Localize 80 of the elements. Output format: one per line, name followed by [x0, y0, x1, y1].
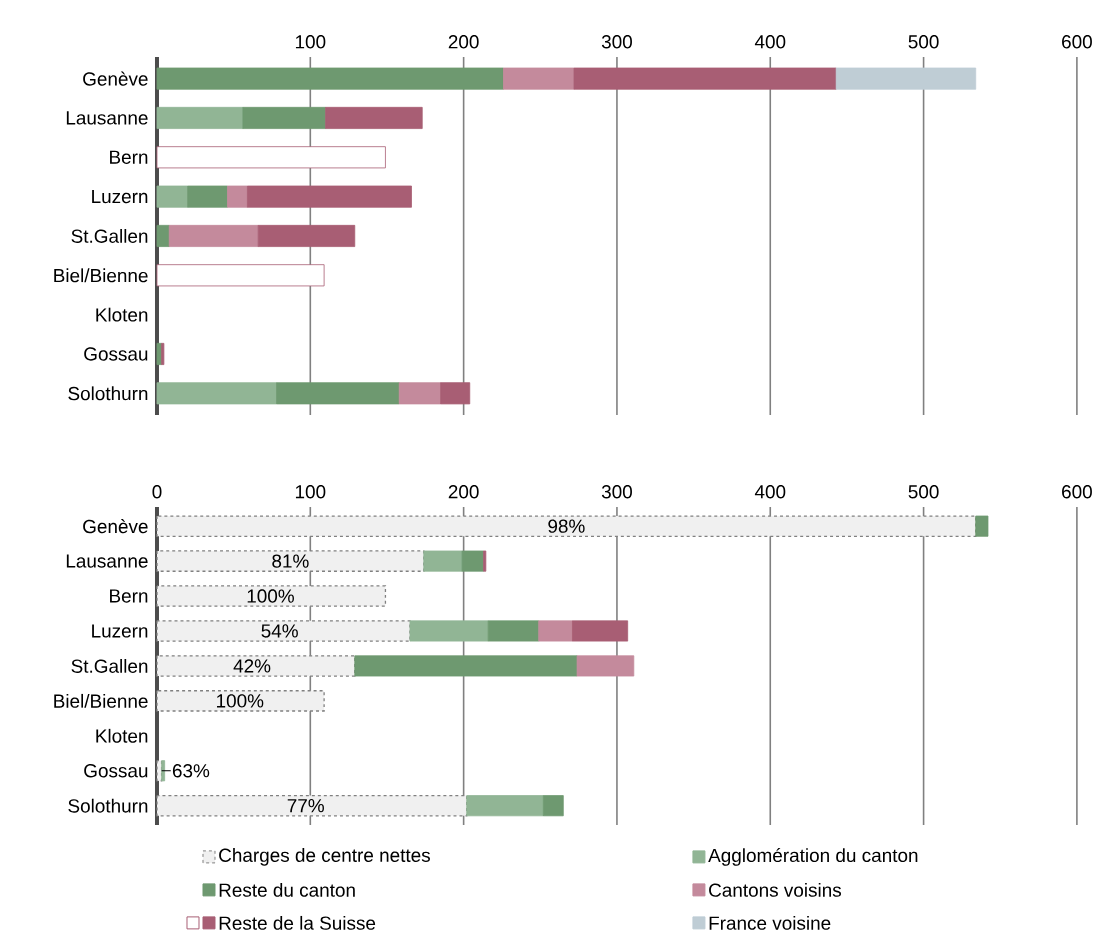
x-tick-label: 600 — [1062, 35, 1092, 49]
x-tick-label: 400 — [754, 485, 786, 499]
bar — [440, 382, 471, 405]
y-tick-label: Kloten — [96, 728, 148, 743]
y-tick-label: Lausanne — [66, 111, 148, 125]
bar — [423, 550, 463, 572]
x-tick-label: 300 — [601, 485, 632, 499]
bar — [161, 343, 165, 366]
annotation: 100% — [247, 589, 294, 603]
bar — [466, 795, 544, 817]
bar — [503, 67, 575, 90]
bar — [242, 106, 327, 130]
annotation: 63% — [172, 764, 210, 778]
annotation: 81% — [272, 554, 309, 568]
annotation: 100% — [217, 694, 264, 708]
x-tick-label: 300 — [601, 35, 632, 49]
y-tick-label: Gossau — [84, 347, 148, 361]
y-tick-label: St.Gallen — [71, 659, 148, 673]
x-tick-label: 100 — [295, 35, 326, 49]
bar — [276, 382, 400, 405]
y-tick-label: Solothurn — [68, 798, 148, 813]
y-tick-label: St.Gallen — [71, 229, 148, 243]
y-tick-label: Luzern — [92, 624, 148, 638]
annotation: 54% — [261, 624, 298, 638]
y-tick-label: Biel/Bienne — [54, 693, 148, 708]
bar — [975, 515, 989, 537]
legend-label: Reste de la Suisse — [219, 915, 376, 930]
bar — [835, 67, 977, 90]
bar — [247, 185, 412, 208]
bar — [168, 224, 259, 248]
bar — [409, 620, 489, 642]
y-tick-label: Lausanne — [66, 554, 148, 568]
bar — [483, 550, 487, 572]
bar — [461, 550, 484, 572]
x-tick-label: 500 — [908, 35, 939, 49]
bar — [542, 795, 564, 817]
y-tick-label: Bern — [110, 589, 148, 603]
x-tick-label: 500 — [908, 485, 939, 499]
bar — [227, 185, 248, 208]
bar — [156, 343, 162, 366]
bar — [354, 655, 578, 677]
x-tick-label: 600 — [1062, 485, 1092, 499]
x-tick-label: 200 — [448, 485, 479, 499]
legend-label: Charges de centre nettes — [219, 848, 430, 866]
bar — [156, 185, 189, 208]
bar — [325, 106, 423, 130]
bar — [161, 760, 166, 782]
bar — [538, 620, 573, 642]
legend-label: France voisine — [709, 915, 831, 930]
annotation: 42% — [233, 659, 271, 673]
y-tick-label: Gossau — [84, 764, 148, 778]
y-tick-label: Biel/Bienne — [54, 268, 148, 283]
y-tick-label: Solothurn — [68, 386, 148, 401]
y-tick-label: Luzern — [92, 190, 148, 204]
bar — [156, 382, 277, 405]
bar — [398, 382, 442, 405]
bar — [156, 106, 244, 130]
y-tick-label: Kloten — [96, 307, 148, 322]
y-tick-label: Genève — [83, 71, 148, 86]
bar — [257, 224, 356, 248]
legend-label: Reste du canton — [219, 882, 355, 897]
bar — [156, 264, 325, 287]
bar — [573, 67, 837, 90]
bar — [187, 185, 228, 208]
x-tick-label: 200 — [448, 35, 479, 49]
x-tick-label: 400 — [754, 35, 786, 49]
bar — [156, 146, 386, 169]
legend-label: Cantons voisins — [709, 882, 842, 897]
bar — [576, 655, 635, 677]
legend-label: Agglomération du canton — [708, 848, 918, 866]
annotation: 77% — [287, 799, 324, 813]
x-tick-label: 0 — [152, 485, 162, 499]
x-tick-label: 100 — [295, 485, 326, 499]
bar — [487, 620, 540, 642]
bar — [572, 620, 629, 642]
y-tick-label: Bern — [110, 150, 148, 164]
y-tick-label: Genève — [83, 519, 148, 534]
bar — [156, 224, 170, 248]
bar — [156, 67, 504, 90]
annotation: 98% — [548, 519, 585, 533]
